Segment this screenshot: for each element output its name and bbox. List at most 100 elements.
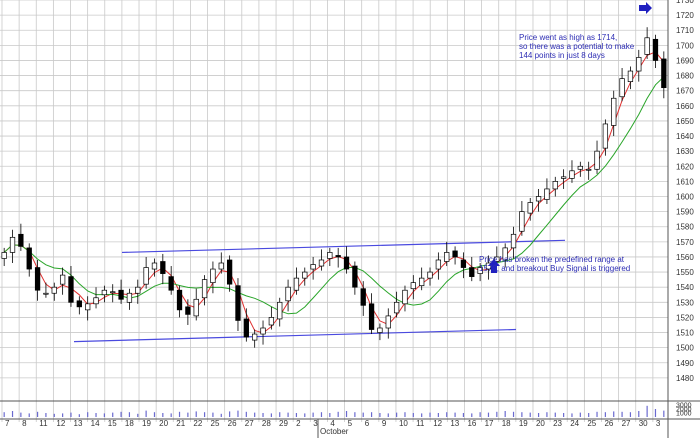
gridlines — [0, 0, 668, 422]
candle-body — [393, 301, 400, 314]
right-arrow-icon — [639, 2, 652, 14]
candle-body — [302, 271, 308, 279]
candle-body — [569, 170, 575, 179]
candle-body — [260, 327, 266, 335]
x-tick-label: 6 — [365, 419, 370, 428]
candle-body — [435, 259, 442, 270]
y-tick-label: 1530 — [676, 298, 694, 307]
support-line — [73, 328, 517, 343]
candle-body — [535, 196, 542, 202]
x-tick-label: 9 — [382, 419, 387, 428]
y-tick-label: 1670 — [676, 87, 694, 96]
moving-averages — [3, 51, 665, 334]
y-tick-label: 1680 — [676, 72, 694, 81]
y-tick-label: 1550 — [676, 268, 694, 277]
candle-body — [552, 181, 558, 190]
x-tick-label: 19 — [519, 419, 528, 428]
y-tick-label: 1690 — [676, 56, 694, 65]
candle-body — [661, 58, 667, 89]
y-tick-label: 1500 — [676, 344, 694, 353]
x-tick-label: 26 — [604, 419, 613, 428]
peak-annotation: Price went as high as 1714, so there was… — [519, 2, 652, 60]
y-tick-label: 1640 — [676, 132, 694, 141]
x-tick-label: 14 — [91, 419, 100, 428]
candle-body — [101, 289, 108, 296]
candle-body — [76, 300, 82, 308]
x-tick-label: 11 — [416, 419, 425, 428]
candle-body — [285, 286, 291, 302]
volume-tick-label: 1000 — [676, 411, 692, 418]
y-tick-label: 1480 — [676, 374, 694, 383]
candle-body — [126, 292, 133, 303]
breakout-note-line-2: 1570, and breakout Buy Signal is trigger… — [479, 264, 630, 273]
x-tick-label: 30 — [639, 419, 648, 428]
candle-body — [318, 259, 325, 267]
x-tick-label: 17 — [485, 419, 494, 428]
candle-body — [110, 291, 116, 294]
x-tick-label: 23 — [553, 419, 562, 428]
candle-body — [385, 315, 391, 329]
x-tick-label: 3 — [656, 419, 661, 428]
candle-body — [644, 37, 650, 55]
x-tick-label: 13 — [450, 419, 459, 428]
candle-body — [594, 150, 600, 170]
candle-body — [185, 306, 191, 315]
y-tick-label: 1610 — [676, 177, 694, 186]
x-tick-label: 11 — [39, 419, 48, 428]
candle-body — [59, 274, 66, 285]
peak-note-line-1: Price went as high as 1714, — [519, 33, 617, 42]
candle-body — [519, 211, 525, 232]
candle-body — [477, 267, 483, 274]
resistance-line — [121, 239, 566, 254]
y-tick-label: 1560 — [676, 253, 694, 262]
candle-body — [335, 255, 341, 258]
x-tick-label: 8 — [22, 419, 27, 428]
candle-body — [502, 247, 508, 261]
candle-body — [18, 233, 24, 247]
candle-body — [485, 262, 492, 270]
candle-body — [151, 262, 158, 270]
candle-body — [51, 286, 57, 294]
x-tick-label: 4 — [330, 419, 335, 428]
candle-body — [368, 303, 375, 330]
candle-body — [9, 236, 16, 253]
breakout-annotation: Price has broken the predefined range at… — [479, 255, 630, 273]
y-tick-label: 1720 — [676, 11, 694, 20]
y-tick-label: 1630 — [676, 147, 694, 156]
candle-body — [410, 282, 416, 290]
volume-bars — [3, 405, 665, 417]
candle-body — [277, 301, 283, 320]
candle-body — [619, 78, 625, 98]
candle-body — [160, 261, 166, 274]
short-moving-average — [3, 51, 665, 334]
candle-body — [252, 333, 258, 341]
x-tick-label: 20 — [536, 419, 545, 428]
peak-note-line-3: 144 points in just 8 days — [519, 51, 605, 60]
y-tick-label: 1540 — [676, 283, 694, 292]
candle-body — [327, 252, 333, 259]
candle-body — [510, 233, 517, 249]
y-tick-label: 1650 — [676, 117, 694, 126]
candle-body — [343, 256, 350, 270]
candle-body — [26, 247, 32, 270]
candle-body — [586, 168, 592, 171]
candle-body — [68, 276, 74, 303]
x-tick-label: 20 — [159, 419, 168, 428]
candle-body — [34, 267, 41, 291]
candle-body — [627, 70, 634, 82]
y-tick-label: 1490 — [676, 359, 694, 368]
x-tick-label: 12 — [56, 419, 65, 428]
x-tick-label: 27 — [245, 419, 254, 428]
x-tick-label: 22 — [193, 419, 202, 428]
y-tick-label: 1710 — [676, 26, 694, 35]
candle-body — [544, 188, 550, 200]
month-label: October — [320, 427, 349, 436]
x-tick-label: 7 — [5, 419, 10, 428]
candle-body — [226, 259, 233, 285]
candle-body — [444, 252, 450, 262]
candle-body — [168, 276, 174, 291]
candle-body — [201, 279, 208, 299]
x-tick-label: 18 — [502, 419, 511, 428]
